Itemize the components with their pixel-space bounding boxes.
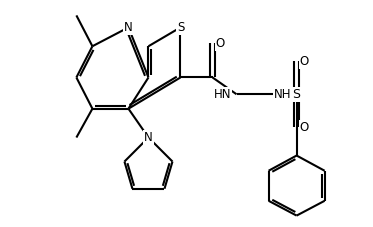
Text: N: N (124, 21, 133, 34)
Text: O: O (300, 55, 309, 68)
Text: HN: HN (214, 88, 232, 101)
Text: S: S (292, 88, 301, 101)
Text: N: N (144, 131, 153, 144)
Text: NH: NH (273, 88, 291, 101)
Text: O: O (300, 121, 309, 134)
Text: O: O (215, 37, 225, 50)
Text: S: S (177, 21, 184, 34)
